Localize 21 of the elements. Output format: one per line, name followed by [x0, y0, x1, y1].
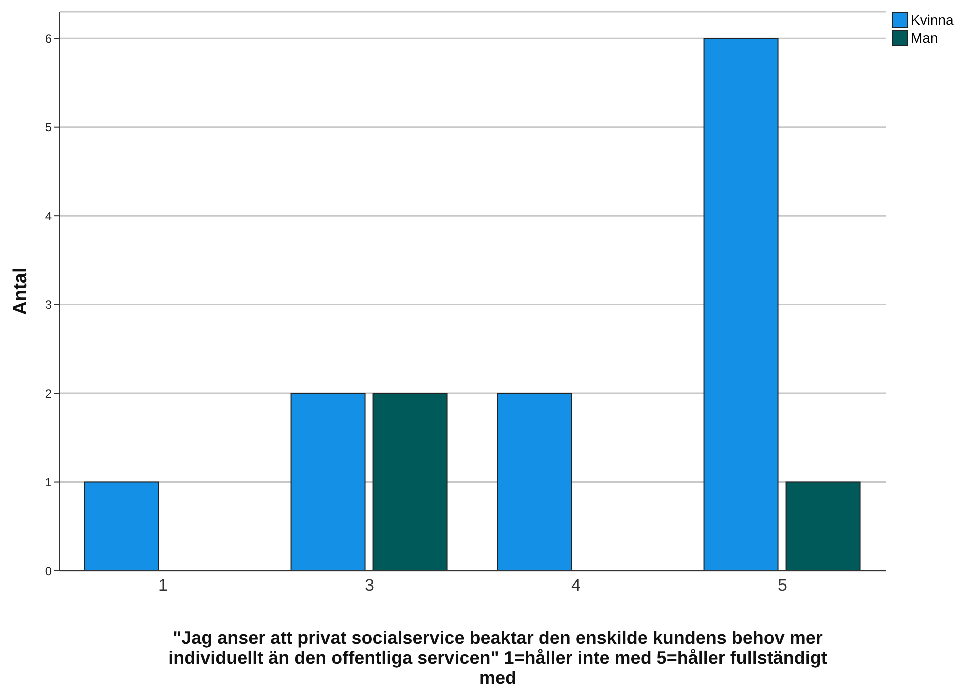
y-tick-label: 0	[45, 564, 52, 578]
bar	[84, 482, 160, 571]
x-tick-label: 4	[572, 576, 581, 596]
x-tick-label: 1	[158, 576, 168, 596]
y-tick-label: 1	[45, 476, 52, 490]
legend-label: Kvinna	[911, 12, 954, 28]
bar	[372, 393, 448, 571]
y-tick-label: 3	[45, 298, 52, 312]
bar	[786, 482, 861, 571]
legend-label: Man	[911, 30, 938, 46]
x-tick-label: 5	[778, 576, 788, 596]
bar	[290, 393, 366, 571]
y-tick-label: 4	[45, 209, 52, 224]
x-axis-title: "Jag anser att privat socialservice beaktar den enskilde kundens behov mer individuellt än den offentliga servicen" 1=håller inte med 5=håller fullständigt med	[168, 628, 828, 688]
y-tick-label: 2	[45, 386, 52, 401]
y-axis-title: Antal	[10, 268, 32, 316]
x-tick-label: 3	[365, 576, 374, 596]
bar	[497, 393, 572, 571]
bar	[704, 38, 779, 571]
y-tick-label: 6	[45, 32, 52, 46]
y-tick-label: 5	[45, 120, 52, 135]
